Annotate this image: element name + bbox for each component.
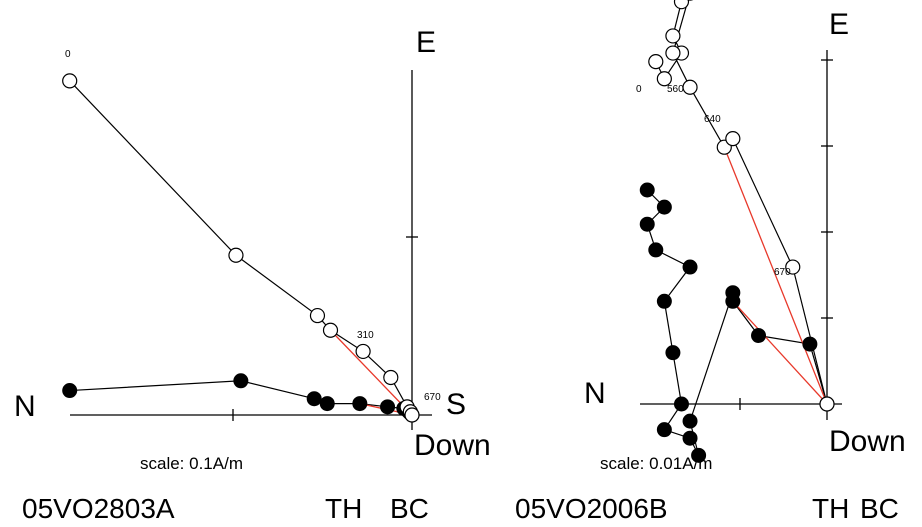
- horizontal-point: [656, 422, 672, 438]
- step-label-0: 0: [636, 84, 642, 95]
- panel-1-data: [62, 73, 420, 423]
- vertical-point: [682, 79, 698, 95]
- panel-05VO2803A: N E S Down 0 310 670 scale: 0.1A/m 05VO2…: [14, 26, 491, 524]
- vertical-point: [404, 407, 420, 423]
- fit-line: [330, 329, 413, 416]
- horizontal-point: [656, 293, 672, 309]
- south-axis-label: S: [446, 388, 466, 421]
- horizontal-point: [656, 199, 672, 215]
- tag-th: TH: [325, 493, 362, 524]
- horizontal-point: [682, 430, 698, 446]
- vertical-projection-path: [69, 80, 413, 416]
- fit-line: [723, 146, 828, 405]
- horizontal-point: [639, 216, 655, 232]
- horizontal-point: [352, 396, 368, 412]
- sample-name: 05VO2006B: [515, 493, 668, 524]
- vertical-point: [819, 396, 835, 412]
- tag-th: TH: [812, 493, 849, 524]
- horizontal-point: [648, 242, 664, 258]
- sample-name: 05VO2803A: [22, 493, 175, 524]
- scale-label: scale: 0.1A/m: [140, 454, 243, 473]
- vertical-point: [62, 73, 78, 89]
- vertical-point: [648, 53, 664, 70]
- vertical-point: [673, 0, 690, 10]
- horizontal-point: [306, 391, 322, 407]
- horizontal-point: [62, 383, 78, 399]
- step-label-560: 560: [667, 84, 684, 95]
- horizontal-point: [682, 413, 698, 429]
- east-axis-label: E: [829, 8, 849, 41]
- step-label-670: 670: [774, 267, 791, 278]
- vertical-point: [309, 307, 326, 324]
- horizontal-point: [751, 328, 767, 344]
- north-axis-label: N: [584, 377, 606, 410]
- horizontal-point: [380, 399, 396, 415]
- step-label-670: 670: [424, 392, 441, 403]
- horizontal-point: [319, 396, 335, 412]
- horizontal-point: [725, 293, 741, 309]
- vertical-point: [355, 343, 371, 360]
- horizontal-point: [233, 373, 249, 389]
- vertical-point: [665, 28, 681, 44]
- tag-bc: BC: [860, 493, 899, 524]
- down-axis-label: Down: [414, 429, 491, 462]
- horizontal-point: [691, 447, 707, 463]
- horizontal-point: [673, 396, 689, 412]
- horizontal-projection-path: [646, 189, 828, 456]
- vertical-point: [725, 131, 741, 147]
- vertical-point: [665, 45, 681, 61]
- vertical-point: [228, 247, 244, 263]
- vertical-point: [656, 71, 672, 87]
- tag-bc: BC: [390, 493, 429, 524]
- step-label-0: 0: [65, 49, 71, 60]
- horizontal-point: [682, 259, 698, 275]
- vertical-point: [383, 369, 399, 386]
- vertical-point: [785, 259, 801, 275]
- east-axis-label: E: [416, 26, 436, 59]
- step-label-310: 310: [357, 330, 374, 341]
- panel-05VO2006B: N E Down 0 560 640 670 scale: 0.01A/m 05…: [515, 0, 906, 524]
- step-label-640: 640: [704, 114, 721, 125]
- horizontal-point: [665, 345, 681, 361]
- horizontal-point: [802, 336, 818, 352]
- down-axis-label: Down: [829, 425, 906, 458]
- fit-line: [732, 300, 828, 405]
- scale-label: scale: 0.01A/m: [600, 454, 712, 473]
- horizontal-point: [639, 182, 655, 198]
- vertical-point: [322, 322, 339, 338]
- north-axis-label: N: [14, 390, 36, 423]
- panel-2-data: [639, 0, 835, 463]
